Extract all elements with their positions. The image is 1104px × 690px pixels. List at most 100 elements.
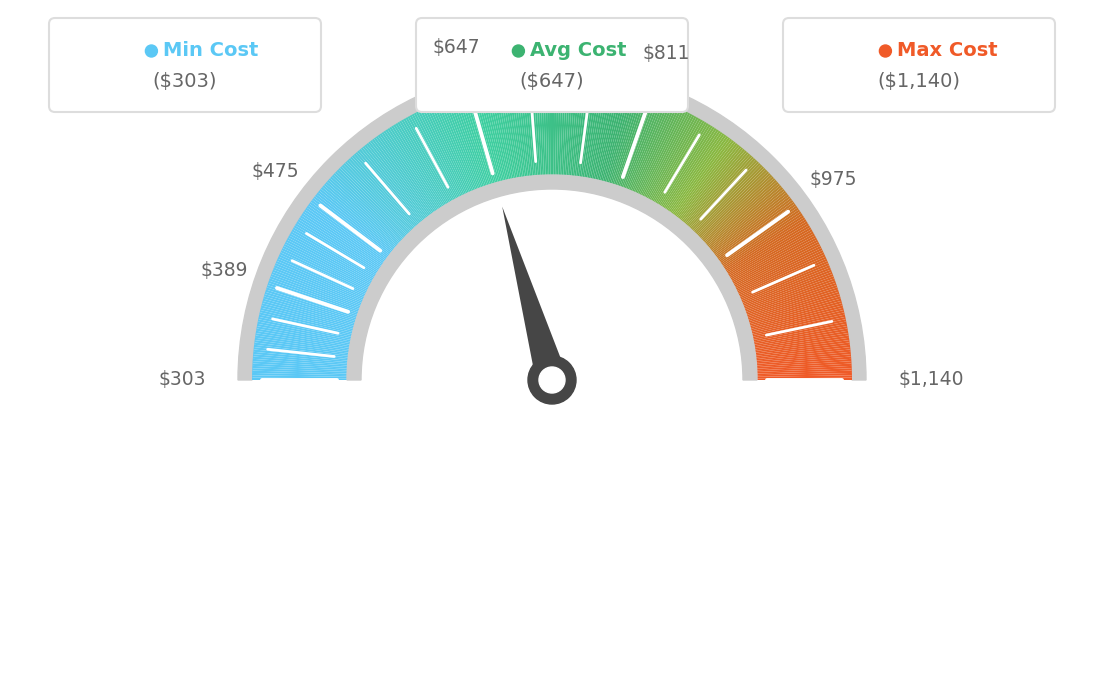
Polygon shape (585, 84, 604, 178)
Polygon shape (560, 80, 566, 175)
Wedge shape (238, 66, 866, 380)
Polygon shape (329, 178, 401, 244)
Polygon shape (296, 221, 378, 273)
Polygon shape (548, 80, 551, 175)
Polygon shape (372, 139, 431, 216)
Polygon shape (358, 150, 421, 224)
Polygon shape (327, 180, 400, 244)
Polygon shape (562, 80, 569, 175)
Polygon shape (570, 81, 581, 176)
Polygon shape (697, 168, 766, 236)
Polygon shape (388, 128, 440, 208)
Polygon shape (725, 219, 807, 272)
Polygon shape (715, 200, 794, 258)
Polygon shape (272, 272, 361, 308)
Polygon shape (437, 102, 475, 190)
Polygon shape (264, 294, 355, 323)
Polygon shape (556, 80, 562, 175)
Polygon shape (352, 155, 416, 227)
Polygon shape (505, 83, 521, 177)
Polygon shape (722, 211, 802, 266)
Polygon shape (756, 354, 851, 364)
Polygon shape (721, 210, 800, 265)
Polygon shape (736, 248, 822, 291)
Polygon shape (754, 326, 848, 345)
Polygon shape (750, 301, 842, 328)
Text: ($1,140): ($1,140) (878, 72, 960, 90)
Polygon shape (278, 255, 365, 295)
Polygon shape (287, 237, 372, 284)
Polygon shape (715, 198, 792, 257)
Polygon shape (631, 104, 671, 192)
Polygon shape (289, 233, 373, 282)
Polygon shape (553, 80, 556, 175)
Polygon shape (344, 161, 412, 232)
Polygon shape (277, 257, 365, 297)
Polygon shape (701, 175, 773, 241)
Polygon shape (745, 278, 835, 312)
Polygon shape (254, 345, 349, 357)
Polygon shape (540, 80, 545, 175)
Polygon shape (688, 155, 752, 227)
Polygon shape (252, 368, 347, 373)
Polygon shape (647, 114, 692, 199)
Polygon shape (617, 95, 649, 186)
Text: ($303): ($303) (152, 72, 217, 90)
Polygon shape (752, 310, 845, 334)
Polygon shape (280, 250, 368, 293)
Polygon shape (263, 299, 354, 326)
Polygon shape (713, 195, 789, 255)
Polygon shape (485, 87, 507, 180)
Polygon shape (708, 185, 782, 248)
Polygon shape (253, 352, 348, 362)
Polygon shape (670, 135, 726, 213)
Polygon shape (597, 87, 619, 180)
Polygon shape (757, 377, 852, 380)
Polygon shape (439, 101, 477, 190)
Polygon shape (301, 213, 382, 268)
Polygon shape (732, 235, 816, 283)
Polygon shape (709, 187, 783, 249)
Polygon shape (581, 83, 596, 177)
Polygon shape (498, 84, 517, 178)
Polygon shape (732, 237, 817, 284)
Polygon shape (734, 244, 820, 288)
Polygon shape (756, 364, 851, 371)
Polygon shape (514, 82, 528, 177)
Polygon shape (742, 268, 831, 304)
Polygon shape (672, 137, 730, 215)
Polygon shape (635, 106, 676, 193)
Polygon shape (473, 90, 499, 182)
Polygon shape (273, 270, 361, 306)
Polygon shape (533, 81, 541, 175)
Polygon shape (269, 278, 359, 312)
Polygon shape (453, 96, 486, 186)
Polygon shape (257, 322, 351, 342)
Polygon shape (658, 123, 709, 205)
Polygon shape (722, 213, 803, 268)
Polygon shape (577, 82, 592, 177)
Polygon shape (337, 170, 406, 237)
Text: $1,140: $1,140 (898, 371, 964, 389)
Polygon shape (756, 366, 852, 372)
Polygon shape (390, 127, 443, 208)
Polygon shape (529, 81, 538, 176)
Polygon shape (614, 94, 645, 185)
Polygon shape (254, 342, 349, 356)
Polygon shape (739, 255, 826, 295)
Polygon shape (592, 86, 613, 179)
Polygon shape (317, 193, 392, 253)
Polygon shape (700, 173, 771, 239)
Text: $647: $647 (433, 38, 480, 57)
Text: Min Cost: Min Cost (163, 41, 258, 61)
Polygon shape (733, 239, 818, 286)
Text: $811: $811 (643, 44, 690, 63)
Polygon shape (645, 112, 690, 198)
Polygon shape (343, 163, 411, 233)
Polygon shape (711, 190, 786, 252)
Polygon shape (729, 227, 811, 277)
Polygon shape (620, 97, 654, 187)
Polygon shape (431, 105, 470, 193)
Polygon shape (754, 333, 849, 350)
Polygon shape (752, 315, 846, 337)
